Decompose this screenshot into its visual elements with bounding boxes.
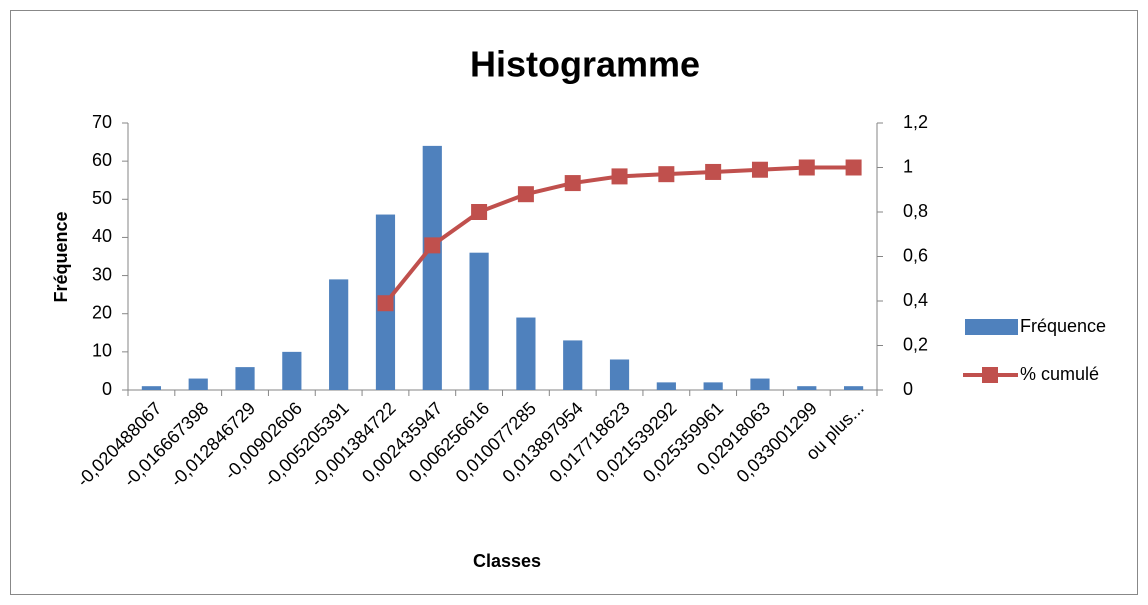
y-tick-label: 0 [102,379,112,399]
chart-title: Histogramme [470,44,700,85]
bar [797,386,817,390]
y-tick-label: 40 [92,226,112,246]
line-marker [845,159,862,176]
bar [469,252,489,390]
bar [516,317,536,390]
legend-label: Fréquence [1020,316,1106,336]
y2-tick-label: 0,6 [903,245,928,265]
bar [843,386,864,390]
line-marker [751,161,768,178]
bar [656,382,676,390]
line-marker [658,166,675,183]
y2-tick-label: 1 [903,156,913,176]
bar [563,340,583,390]
line-marker [517,186,534,203]
y-tick-label: 60 [92,150,112,170]
y-axis-label: Fréquence [51,211,71,302]
line-marker [611,168,628,185]
line-marker [471,204,488,220]
legend-label: % cumulé [1020,364,1099,384]
y-tick-label: 20 [92,302,112,322]
y-tick-label: 30 [92,264,112,284]
bar [703,382,723,390]
line-marker [377,295,394,312]
y2-tick-label: 0,2 [903,334,928,354]
legend-swatch [965,319,1018,335]
bar [282,351,302,390]
bar [141,386,162,390]
bar [329,279,349,390]
legend-swatch [982,367,998,383]
bar [422,145,442,390]
x-axis-label: Classes [473,551,541,571]
line-marker [424,237,441,254]
bar [188,378,208,390]
line-marker [705,163,722,180]
line-marker [564,175,581,192]
y2-tick-label: 1,2 [903,112,928,132]
bar [750,378,770,390]
line-marker [798,159,815,176]
y-tick-label: 10 [92,341,112,361]
y-tick-label: 50 [92,188,112,208]
bar [235,367,255,390]
y-tick-label: 70 [92,112,112,132]
y2-tick-label: 0,4 [903,290,928,310]
y2-tick-label: 0,8 [903,201,928,221]
bar [609,359,630,390]
y2-tick-label: 0 [903,379,913,399]
chart-frame [10,10,1138,595]
